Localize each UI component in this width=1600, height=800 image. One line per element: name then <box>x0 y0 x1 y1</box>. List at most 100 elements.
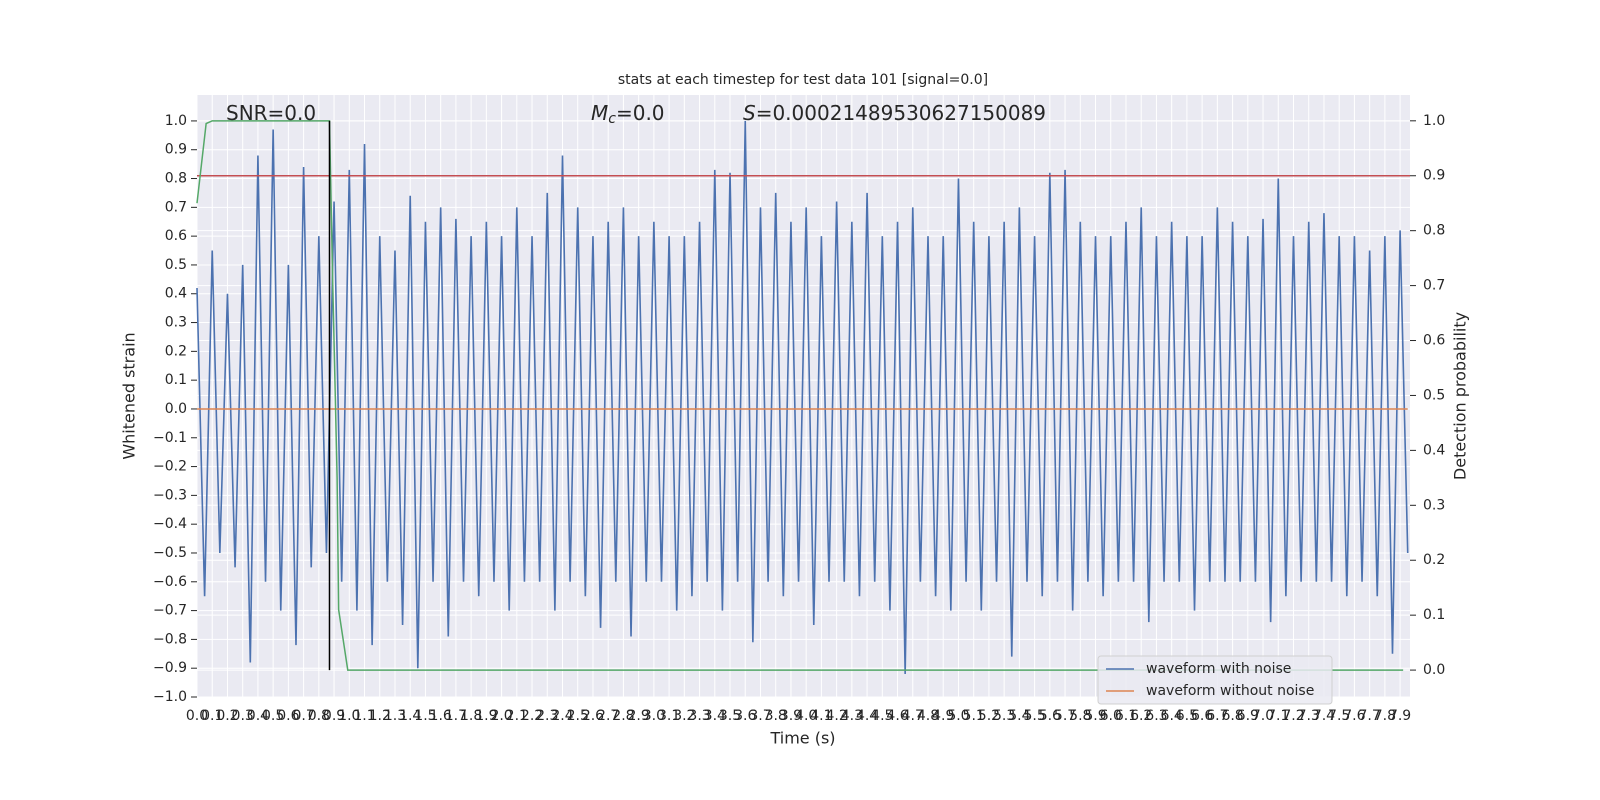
annotation-part: =0.0 <box>616 101 665 125</box>
x-tick-label: 6.6 <box>1191 708 1213 724</box>
x-tick-label: 3.9 <box>780 708 802 724</box>
x-tick-label: 3.8 <box>765 708 787 724</box>
x-tick-label: 7.2 <box>1282 708 1304 724</box>
x-tick-label: 1.5 <box>414 708 436 724</box>
x-tick-label: 3.7 <box>749 708 771 724</box>
legend-box <box>1097 655 1333 705</box>
x-tick-label: 6.0 <box>1100 708 1122 724</box>
x-tick-label: 4.7 <box>902 708 924 724</box>
x-tick-label: 6.5 <box>1176 708 1198 724</box>
y-tick-label: −0.4 <box>153 516 187 532</box>
x-tick-label: 0.7 <box>292 708 314 724</box>
y-tick-label: −0.5 <box>153 545 187 561</box>
x-tick-label: 5.4 <box>1008 708 1030 724</box>
y2-tick-label: 0.5 <box>1423 387 1445 403</box>
x-tick-label: 7.7 <box>1359 708 1381 724</box>
y2-tick-label: 0.3 <box>1423 497 1445 513</box>
x-tick-label: 4.9 <box>932 708 954 724</box>
x-tick-label: 0.1 <box>201 708 223 724</box>
x-tick-label: 0.3 <box>232 708 254 724</box>
x-tick-label: 4.8 <box>917 708 939 724</box>
x-tick-label: 2.4 <box>551 708 573 724</box>
x-tick-label: 2.0 <box>490 708 512 724</box>
x-tick-label: 4.3 <box>841 708 863 724</box>
annotation-part: M <box>591 101 608 125</box>
x-tick-label: 2.3 <box>536 708 558 724</box>
x-tick-label: 4.6 <box>886 708 908 724</box>
x-tick-label: 2.1 <box>506 708 528 724</box>
x-tick-label: 0.8 <box>308 708 330 724</box>
plot-background <box>197 95 1410 697</box>
x-tick-label: 1.7 <box>445 708 467 724</box>
x-tick-label: 5.3 <box>993 708 1015 724</box>
x-tick-label: 3.5 <box>719 708 741 724</box>
y-tick-label: 0.1 <box>165 372 187 388</box>
x-tick-label: 7.1 <box>1267 708 1289 724</box>
x-tick-label: 4.4 <box>856 708 878 724</box>
x-tick-label: 3.2 <box>673 708 695 724</box>
x-tick-label: 0.4 <box>247 708 269 724</box>
x-tick-label: 0.9 <box>323 708 345 724</box>
y2-tick-label: 0.7 <box>1423 278 1445 294</box>
y-tick-label: 0.8 <box>165 171 187 187</box>
y-tick-label: 0.5 <box>165 257 187 273</box>
x-tick-label: 3.3 <box>688 708 710 724</box>
x-tick-label: 4.0 <box>795 708 817 724</box>
y-tick-label: −0.6 <box>153 574 187 590</box>
x-tick-label: 4.2 <box>825 708 847 724</box>
x-tick-label: 5.6 <box>1039 708 1061 724</box>
y-tick-label: 0.7 <box>165 199 187 215</box>
x-tick-label: 6.4 <box>1161 708 1183 724</box>
x-tick-label: 7.5 <box>1328 708 1350 724</box>
y-tick-label: −0.2 <box>153 459 187 475</box>
x-tick-label: 1.6 <box>430 708 452 724</box>
x-tick-label: 7.8 <box>1374 708 1396 724</box>
x-tick-label: 2.8 <box>612 708 634 724</box>
y2-tick-label: 0.0 <box>1423 662 1445 678</box>
y-tick-label: 0.2 <box>165 343 187 359</box>
annotation-part: c <box>608 111 616 127</box>
annotation: S=0.00021489530627150089 <box>743 101 1046 125</box>
x-tick-label: 0.6 <box>277 708 299 724</box>
legend-label: waveform without noise <box>1146 683 1314 699</box>
y2-tick-label: 0.6 <box>1423 333 1445 349</box>
x-tick-label: 0.2 <box>216 708 238 724</box>
chart-title: stats at each timestep for test data 101… <box>618 72 988 88</box>
x-tick-label: 6.1 <box>1115 708 1137 724</box>
y-tick-label: 1.0 <box>165 113 187 129</box>
x-tick-label: 6.3 <box>1145 708 1167 724</box>
x-tick-label: 7.4 <box>1313 708 1335 724</box>
y-tick-label: −1.0 <box>153 689 187 705</box>
x-axis-label: Time (s) <box>769 729 835 748</box>
x-tick-label: 1.3 <box>384 708 406 724</box>
x-tick-label: 2.6 <box>582 708 604 724</box>
annotation-part: SNR=0.0 <box>226 101 316 125</box>
x-tick-label: 5.5 <box>1023 708 1045 724</box>
annotation-part: =0.00021489530627150089 <box>756 101 1046 125</box>
x-tick-label: 5.8 <box>1069 708 1091 724</box>
y2-tick-label: 0.4 <box>1423 442 1445 458</box>
x-tick-label: 6.7 <box>1206 708 1228 724</box>
y-tick-label: −0.3 <box>153 487 187 503</box>
x-tick-label: 4.5 <box>871 708 893 724</box>
x-tick-label: 2.5 <box>567 708 589 724</box>
y2-tick-label: 0.1 <box>1423 607 1445 623</box>
y-tick-label: 0.0 <box>165 401 187 417</box>
x-tick-label: 5.9 <box>1084 708 1106 724</box>
x-tick-label: 2.2 <box>521 708 543 724</box>
y2-tick-label: 0.9 <box>1423 168 1445 184</box>
x-tick-label: 1.9 <box>475 708 497 724</box>
x-tick-label: 3.4 <box>704 708 726 724</box>
x-tick-label: 1.0 <box>338 708 360 724</box>
x-tick-label: 0.5 <box>262 708 284 724</box>
x-tick-label: 7.0 <box>1252 708 1274 724</box>
annotation: SNR=0.0 <box>226 101 316 125</box>
y-tick-label: −0.9 <box>153 660 187 676</box>
x-tick-label: 3.6 <box>734 708 756 724</box>
y-tick-label: 0.3 <box>165 315 187 331</box>
y-tick-label: 0.6 <box>165 228 187 244</box>
x-tick-label: 6.9 <box>1237 708 1259 724</box>
annotation: Mc=0.0 <box>591 101 665 128</box>
y-tick-label: −0.1 <box>153 430 187 446</box>
